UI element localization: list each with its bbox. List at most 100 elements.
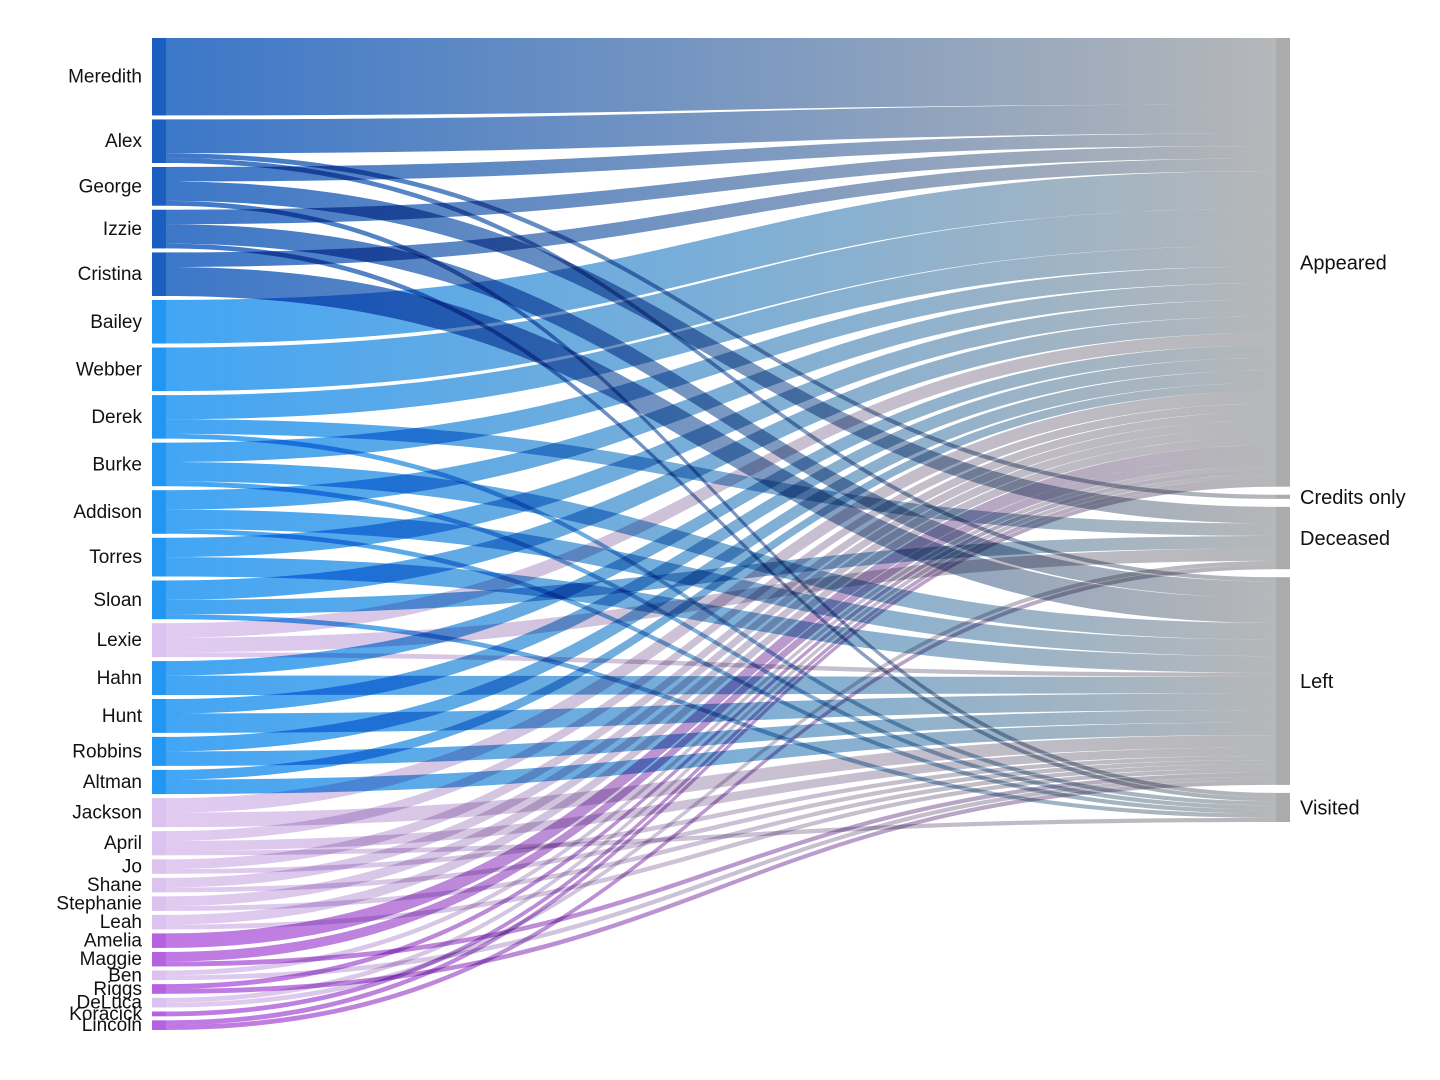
source-node-ben xyxy=(152,970,166,981)
flow-leah-left xyxy=(166,768,1276,930)
source-label-ben: Ben xyxy=(108,965,142,986)
flow-shane-appeared xyxy=(166,420,1276,888)
source-node-alex xyxy=(152,119,166,163)
flow-lincoln-deceased xyxy=(166,565,1276,1030)
flow-jackson-appeared xyxy=(166,391,1276,813)
target-labels: Appeared Credits only Deceased Left Visited xyxy=(1300,252,1406,819)
flow-amelia-appeared xyxy=(166,445,1276,948)
source-label-koracick: Koracick xyxy=(69,1004,142,1025)
flow-altman-left xyxy=(166,722,1276,795)
flow-ben-left xyxy=(166,776,1276,981)
target-node-appeared xyxy=(1276,38,1290,487)
source-node-shane xyxy=(152,877,166,893)
flow-maggie-left xyxy=(166,772,1276,967)
source-node-april xyxy=(152,831,166,856)
flow-alex-appeared xyxy=(166,104,1276,154)
source-node-webber xyxy=(152,347,166,392)
flow-riggs-appeared xyxy=(166,470,1276,989)
target-node-credits-only xyxy=(1276,494,1290,499)
source-node-leah xyxy=(152,914,166,930)
flow-cristina-appeared xyxy=(166,158,1276,267)
source-labels: Meredith Alex George Izzie Cristina Bailey Web… xyxy=(56,67,142,1036)
source-label-amelia: Amelia xyxy=(84,931,143,952)
source-node-george xyxy=(152,166,166,206)
target-label-visited: Visited xyxy=(1300,797,1360,819)
flow-hunt-appeared xyxy=(166,357,1276,714)
flow-izzie-left xyxy=(166,224,1276,598)
flow-links xyxy=(166,38,1276,1030)
source-label-burke: Burke xyxy=(92,454,142,475)
flow-hahn-left xyxy=(166,675,1276,695)
source-node-riggs xyxy=(152,984,166,994)
source-label-april: April xyxy=(104,833,142,854)
target-node-left xyxy=(1276,577,1290,785)
source-node-sloan xyxy=(152,580,166,620)
source-node-lexie xyxy=(152,623,166,658)
source-label-george: George xyxy=(79,176,142,197)
flow-hahn-appeared xyxy=(166,345,1276,676)
source-nodes xyxy=(152,38,166,1030)
source-node-addison xyxy=(152,490,166,534)
source-node-deluca xyxy=(152,997,166,1008)
source-node-hahn xyxy=(152,661,166,695)
source-node-amelia xyxy=(152,933,166,948)
flow-burke-appeared xyxy=(166,266,1276,463)
flow-george-deceased xyxy=(166,181,1276,524)
source-label-torres: Torres xyxy=(89,547,142,568)
source-label-riggs: Riggs xyxy=(93,979,142,1000)
source-label-lexie: Lexie xyxy=(97,630,142,651)
flow-meredith-appeared xyxy=(166,38,1276,116)
flow-burke-left xyxy=(166,462,1276,640)
source-node-robbins xyxy=(152,736,166,766)
source-label-shane: Shane xyxy=(87,875,142,896)
source-node-bailey xyxy=(152,299,166,344)
source-label-stephanie: Stephanie xyxy=(56,894,142,915)
flow-izzie-appeared xyxy=(166,146,1276,225)
flow-leah-appeared xyxy=(166,436,1276,925)
source-node-hunt xyxy=(152,698,166,733)
flow-derek-appeared xyxy=(166,245,1276,420)
source-label-hunt: Hunt xyxy=(102,706,143,727)
flow-deluca-deceased xyxy=(166,560,1276,1008)
target-label-deceased: Deceased xyxy=(1300,528,1390,550)
source-label-derek: Derek xyxy=(91,407,142,428)
source-node-burke xyxy=(152,442,166,487)
flow-george-appeared xyxy=(166,133,1276,182)
flow-webber-appeared xyxy=(166,208,1276,392)
source-node-jo xyxy=(152,859,166,874)
flow-cristina-left xyxy=(166,266,1276,623)
target-nodes xyxy=(1276,38,1290,822)
source-label-alex: Alex xyxy=(105,131,142,152)
source-label-meredith: Meredith xyxy=(68,67,142,88)
flow-riggs-left xyxy=(166,780,1276,994)
target-node-visited xyxy=(1276,792,1290,822)
source-node-altman xyxy=(152,769,166,795)
source-node-torres xyxy=(152,537,166,577)
target-label-appeared: Appeared xyxy=(1300,252,1387,274)
source-label-maggie: Maggie xyxy=(80,949,142,970)
flow-jo-left xyxy=(166,755,1276,874)
flow-addison-appeared xyxy=(166,283,1276,510)
source-label-hahn: Hahn xyxy=(97,668,142,689)
flow-april-appeared xyxy=(166,403,1276,841)
target-node-deceased xyxy=(1276,506,1290,570)
source-label-leah: Leah xyxy=(100,912,142,933)
source-node-maggie xyxy=(152,951,166,967)
target-label-left: Left xyxy=(1300,671,1334,693)
source-label-bailey: Bailey xyxy=(90,312,142,333)
flow-koracick-appeared xyxy=(166,478,1276,1017)
source-label-addison: Addison xyxy=(73,502,142,523)
source-node-derek xyxy=(152,395,166,439)
source-label-altman: Altman xyxy=(83,772,142,793)
flow-robbins-appeared xyxy=(166,370,1276,752)
source-label-deluca: DeLuca xyxy=(77,993,143,1014)
flow-torres-left xyxy=(166,557,1276,673)
flow-burke-visited xyxy=(166,481,1276,810)
flow-ben-appeared xyxy=(166,465,1276,976)
flow-bailey-appeared xyxy=(166,170,1276,344)
source-label-robbins: Robbins xyxy=(72,741,142,762)
flow-sloan-appeared xyxy=(166,316,1276,600)
flow-altman-appeared xyxy=(166,382,1276,780)
flow-stephanie-left xyxy=(166,764,1276,911)
